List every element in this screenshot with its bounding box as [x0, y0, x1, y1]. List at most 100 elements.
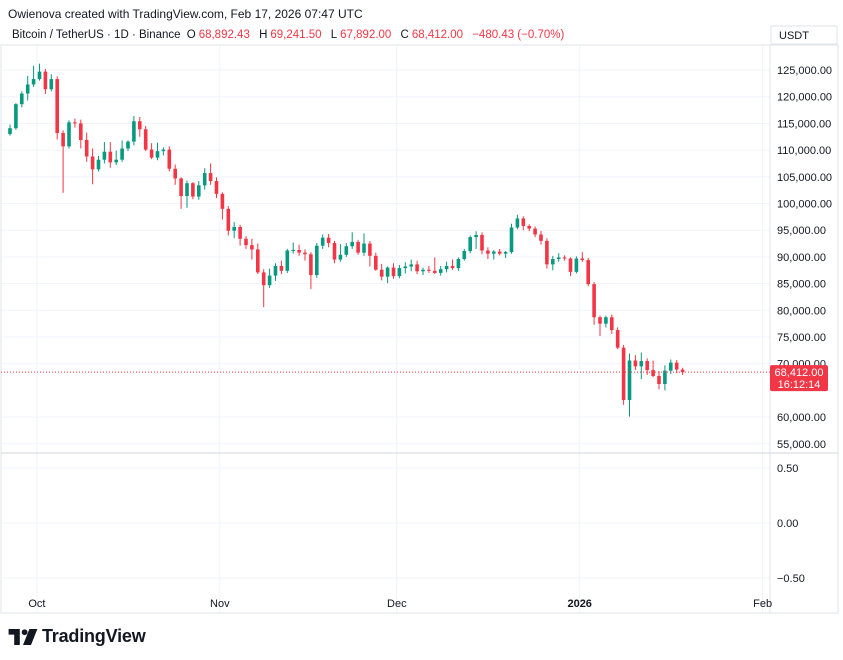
price-tick-label: 55,000.00 — [777, 439, 826, 451]
candle — [226, 206, 231, 236]
candle — [143, 126, 148, 152]
tradingview-logo-icon — [8, 628, 38, 645]
candle — [639, 352, 644, 380]
candle — [663, 365, 667, 391]
candle-body — [315, 245, 319, 276]
time-tick-label: Nov — [210, 598, 230, 610]
candle — [49, 74, 54, 92]
candle-body — [55, 79, 59, 134]
candle — [108, 142, 113, 168]
price-tick-label: 100,000.00 — [777, 199, 832, 211]
candle — [320, 234, 325, 249]
candle — [43, 68, 48, 95]
candle — [25, 75, 30, 101]
price-tick-label: 95,000.00 — [777, 225, 826, 237]
candle — [545, 238, 549, 269]
candle-body — [592, 284, 596, 318]
candle-body — [202, 173, 207, 186]
candle — [615, 327, 620, 350]
candle — [633, 355, 638, 371]
currency-text: USDT — [779, 30, 809, 42]
candle — [214, 177, 219, 199]
low-label: L — [330, 29, 338, 41]
candle-body — [427, 269, 431, 271]
candle-body — [580, 258, 585, 261]
candle — [362, 233, 366, 256]
price-tick-label: 90,000.00 — [777, 252, 826, 264]
candle — [244, 236, 248, 249]
candle-body — [486, 250, 490, 254]
candle — [368, 240, 372, 267]
candle-body — [49, 79, 54, 90]
indicator-tick-label: 0.50 — [777, 463, 798, 475]
last-price-countdown: 16:12:14 — [778, 379, 821, 391]
candle-body — [155, 151, 160, 158]
candle-body — [397, 268, 402, 277]
candle-body — [102, 151, 107, 160]
candle-body — [598, 317, 602, 324]
indicator-axis: 0.50 0.00 −0.50 — [777, 463, 805, 585]
candle — [586, 257, 590, 287]
candle — [598, 315, 602, 336]
chart-attribution: Owienova created with TradingView.com, F… — [8, 7, 363, 21]
candle — [132, 115, 136, 146]
candle-body — [344, 246, 349, 255]
candle — [315, 243, 319, 278]
low-value: L 67,892.00 — [330, 29, 392, 41]
candle — [273, 263, 278, 281]
candle-body — [374, 255, 378, 270]
candle — [102, 142, 107, 164]
candle-body — [586, 260, 590, 285]
candle-body — [297, 249, 301, 253]
candle-body — [149, 149, 154, 158]
candle — [202, 168, 207, 190]
candle — [645, 358, 649, 375]
candle-body — [492, 251, 496, 254]
candle — [433, 257, 437, 274]
candle-body — [14, 104, 18, 129]
candle-body — [356, 241, 360, 253]
price-tick-label: 105,000.00 — [777, 172, 832, 184]
candle — [610, 314, 614, 334]
candle — [391, 263, 396, 279]
candle-body — [138, 121, 142, 130]
candle — [279, 260, 284, 274]
tradingview-logo[interactable]: TradingView — [8, 626, 146, 647]
candle — [456, 257, 461, 271]
candle-body — [25, 84, 30, 94]
candle — [568, 257, 573, 277]
candle-body — [509, 227, 514, 253]
candle-body — [214, 181, 219, 194]
candle — [303, 249, 307, 261]
candle — [474, 231, 478, 249]
candle — [551, 255, 555, 271]
candle-body — [468, 237, 472, 252]
price-tick-label: 75,000.00 — [777, 332, 826, 344]
candle-body — [421, 269, 425, 272]
candle-body — [303, 252, 307, 255]
candle — [67, 120, 71, 149]
candle — [267, 268, 272, 288]
candle-body — [433, 270, 437, 273]
candle-body — [680, 369, 685, 373]
candle-body — [539, 234, 543, 241]
candle — [379, 263, 384, 281]
candle-body — [61, 133, 65, 147]
currency-label: USDT — [770, 25, 838, 45]
candle-body — [604, 317, 608, 324]
candle-body — [96, 159, 101, 170]
candle-body — [108, 151, 113, 163]
price-axis: 125,000.00 120,000.00 115,000.00 110,000.00… — [777, 65, 832, 451]
candle — [450, 259, 455, 270]
candle-body — [208, 173, 213, 182]
candle — [61, 130, 65, 193]
symbol-name[interactable]: Bitcoin / TetherUS · 1D · Binance — [12, 29, 181, 41]
candle-body — [415, 264, 419, 272]
change-value: −480.43 (−0.70%) — [472, 29, 565, 41]
candle — [238, 224, 242, 246]
candle-body — [20, 93, 24, 105]
candle — [492, 249, 496, 260]
candle — [155, 142, 160, 161]
candle-body — [197, 185, 201, 197]
